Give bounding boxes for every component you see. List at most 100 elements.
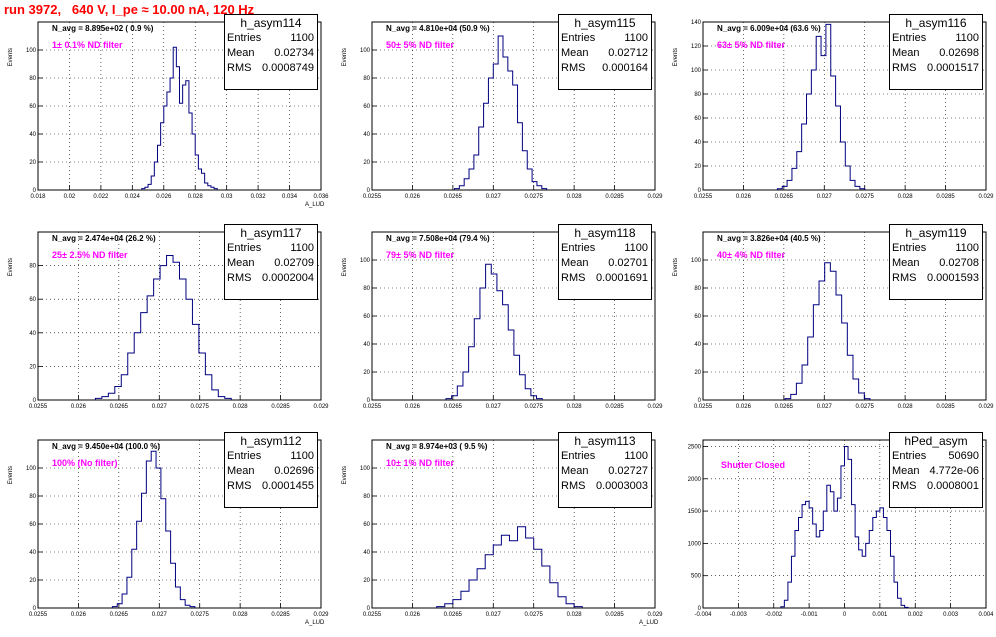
x-tick-label: 0.029	[978, 404, 994, 410]
stats-label-rms: RMS	[561, 62, 586, 74]
histogram-series	[776, 23, 866, 190]
y-tick-label: 140	[691, 20, 702, 26]
stats-label-entries: Entries	[227, 450, 262, 462]
x-tick-label: 0.028	[567, 404, 583, 410]
x-tick-label: 0.03	[221, 194, 233, 200]
y-axis-title: Events	[8, 466, 14, 484]
stats-box: h_asym114 Entries 1100 Mean 0.02734 RMS 0.0008…	[224, 14, 318, 90]
y-tick-label: 60	[694, 314, 701, 320]
stats-row-mean: Mean 0.02727	[559, 464, 651, 479]
stats-box: h_asym113 Entries 1100 Mean 0.02727 RMS 0.0003…	[558, 432, 652, 508]
x-tick-label: 0.028	[188, 194, 204, 200]
x-tick-label: 0.026	[736, 194, 752, 200]
x-tick-label: 0.024	[125, 194, 141, 200]
stats-row-entries: Entries 1100	[890, 31, 982, 46]
y-tick-label: 60	[29, 104, 36, 110]
y-axis-title: Events	[8, 258, 14, 276]
x-tick-label: 0.026	[405, 612, 421, 618]
stats-row-rms: RMS 0.000164	[559, 61, 651, 76]
x-tick-label: 0.0265	[444, 404, 463, 410]
histogram-svg: -0.004 -0.003 -0.002 -0.001 0 0.001 0.002 0.003…	[688, 439, 994, 618]
stats-value-mean: 0.02727	[608, 465, 648, 477]
x-tick-label: 0.02	[64, 194, 76, 200]
x-tick-label: 0.0265	[444, 194, 463, 200]
y-tick-label: 40	[694, 342, 701, 348]
x-axis-title: A_LUD	[305, 202, 325, 208]
stats-row-mean: Mean 4.772e-06	[890, 464, 982, 479]
stats-label-entries: Entries	[561, 32, 596, 44]
x-tick-label: 0.029	[647, 194, 663, 200]
stats-label-rms: RMS	[227, 62, 252, 74]
stats-row-entries: Entries 1100	[559, 31, 651, 46]
x-tick-label: 0.0285	[271, 404, 290, 410]
plot-frame	[702, 21, 987, 191]
filter-label: 25± 2.5% ND filter	[52, 250, 128, 260]
stats-value-rms: 0.0008749	[262, 62, 314, 74]
y-axis-title: Events	[673, 48, 679, 66]
stats-row-rms: RMS 0.0001517	[890, 61, 982, 76]
y-tick-label: 1000	[688, 541, 702, 547]
y-tick-label: 80	[694, 286, 701, 292]
stats-row-entries: Entries 1100	[559, 449, 651, 464]
x-tick-label: 0.004	[978, 612, 994, 618]
stats-label-entries: Entries	[892, 242, 927, 254]
stats-row-rms: RMS 0.0008001	[890, 479, 982, 494]
x-tick-label: 0.028	[567, 194, 583, 200]
histogram-name: h_asym113	[558, 432, 652, 449]
y-tick-label: 0	[367, 188, 371, 194]
histogram-series	[94, 255, 232, 400]
x-tick-label: 0.026	[71, 404, 87, 410]
y-tick-label: 2500	[688, 444, 702, 450]
navg-label: N_avg = 2.474e+04 (26.2 %)	[52, 234, 156, 243]
stats-row-mean: Mean 0.02734	[225, 46, 317, 61]
y-tick-label: 100	[360, 466, 371, 472]
histogram-name: h_asym114	[224, 14, 318, 31]
x-tick-label: 0.0265	[775, 194, 794, 200]
filter-label: Shutter Closed	[721, 460, 786, 470]
stats-row-rms: RMS 0.0003003	[559, 479, 651, 494]
x-tick-label: 0.029	[313, 612, 329, 618]
stats-box: h_asym112 Entries 1100 Mean 0.02696 RMS 0.0001…	[224, 432, 318, 508]
filter-label: 1± 0.1% ND filter	[52, 40, 123, 50]
x-tick-label: 0.029	[647, 404, 663, 410]
stats-row-entries: Entries 1100	[225, 31, 317, 46]
filter-label: 50± 5% ND filter	[386, 40, 454, 50]
stats-row-mean: Mean 0.02698	[890, 46, 982, 61]
x-tick-label: 0.018	[30, 194, 46, 200]
histogram-name: hPed_asym	[889, 432, 983, 449]
x-tick-label: 0.0255	[363, 612, 382, 618]
y-tick-label: 20	[29, 364, 36, 370]
x-tick-label: 0.002	[908, 612, 924, 618]
x-tick-label: 0.0275	[856, 194, 875, 200]
stats-value-mean: 0.02709	[274, 257, 314, 269]
stats-label-entries: Entries	[561, 242, 596, 254]
y-tick-label: 100	[26, 48, 37, 54]
x-tick-label: 0.0255	[694, 194, 713, 200]
histogram-series	[436, 526, 583, 608]
stats-value-mean: 0.02708	[939, 257, 979, 269]
y-tick-label: 40	[694, 140, 701, 146]
y-axis-title: Events	[8, 48, 14, 66]
stats-value-entries: 1100	[955, 242, 979, 254]
y-tick-label: 0	[33, 398, 37, 404]
stats-label-entries: Entries	[561, 450, 596, 462]
stats-value-rms: 0.0001517	[927, 62, 979, 74]
histogram-name: h_asym112	[224, 432, 318, 449]
stats-label-rms: RMS	[561, 480, 586, 492]
histogram-name: h_asym115	[558, 14, 652, 31]
x-tick-label: 0.0255	[363, 194, 382, 200]
histogram-svg: 0.018 0.02 0.022 0.024 0.026 0.028 0.03 0.032 0.…	[8, 21, 329, 208]
stats-row-mean: Mean 0.02709	[225, 256, 317, 271]
stats-row-rms: RMS 0.0001593	[890, 271, 982, 286]
x-tick-label: 0.0255	[29, 612, 48, 618]
y-tick-label: 20	[29, 578, 36, 584]
y-tick-label: 40	[29, 550, 36, 556]
x-tick-label: 0.001	[872, 612, 888, 618]
x-tick-label: 0.003	[943, 612, 959, 618]
stats-label-mean: Mean	[227, 257, 255, 269]
stats-label-rms: RMS	[227, 480, 252, 492]
stats-row-entries: Entries 1100	[225, 241, 317, 256]
y-tick-label: 0	[698, 398, 702, 404]
y-tick-label: 80	[29, 76, 36, 82]
x-tick-label: 0.028	[233, 404, 249, 410]
